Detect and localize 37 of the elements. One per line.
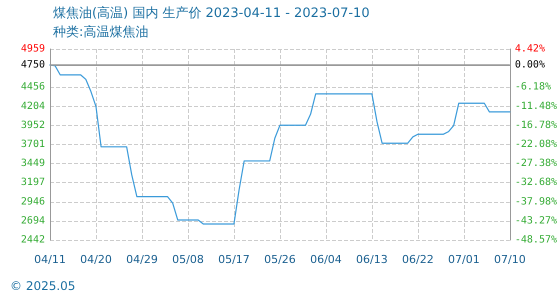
x-tick-label: 05/08: [172, 253, 204, 266]
x-tick-label: 06/04: [310, 253, 342, 266]
x-tick-label: 05/17: [218, 253, 250, 266]
y2-tick-label: -32.68%: [514, 177, 558, 188]
y-tick-label: 4959: [20, 44, 45, 54]
y2-tick-label: 4.42%: [514, 44, 545, 54]
y-tick-label: 3197: [20, 177, 45, 188]
y-tick-label: 3952: [20, 120, 45, 131]
x-tick-label: 05/26: [264, 253, 296, 266]
x-tick-label: 07/10: [494, 253, 526, 266]
x-tick-label: 07/01: [448, 253, 480, 266]
y-tick-label: 2694: [20, 215, 45, 226]
y-tick-label: 2442: [20, 234, 45, 246]
y-tick-label: 4456: [20, 82, 45, 93]
x-tick-label: 04/20: [80, 253, 112, 266]
y2-tick-label: -48.57%: [514, 234, 558, 246]
x-tick-label: 06/13: [356, 253, 388, 266]
x-tick-label: 04/11: [34, 253, 66, 266]
y-tick-label: 3449: [20, 158, 45, 170]
chart-title: 煤焦油(高温) 国内 生产价 2023-04-11 - 2023-07-10: [53, 5, 370, 21]
y-tick-label: 4750: [20, 59, 45, 70]
y2-tick-label: 0.00%: [514, 59, 545, 70]
y2-tick-label: -16.78%: [514, 120, 558, 131]
line-series: [49, 64, 510, 225]
y2-tick-label: -27.38%: [514, 158, 558, 170]
x-tick-label: 06/22: [402, 253, 434, 266]
x-tick-label: 04/29: [126, 253, 158, 266]
y2-tick-label: -43.27%: [514, 215, 558, 226]
y-tick-label: 4204: [20, 100, 45, 112]
text: © 2025.05: [10, 279, 76, 293]
y2-tick-label: -37.98%: [514, 196, 558, 208]
y2-tick-label: -6.18%: [514, 82, 551, 93]
y2-tick-label: -11.48%: [514, 100, 558, 112]
y-tick-label: 3701: [20, 138, 45, 150]
y2-tick-label: -22.08%: [514, 139, 558, 150]
chart-subtitle: 种类:高温煤焦油: [53, 24, 148, 40]
y-tick-label: 2946: [20, 196, 45, 208]
